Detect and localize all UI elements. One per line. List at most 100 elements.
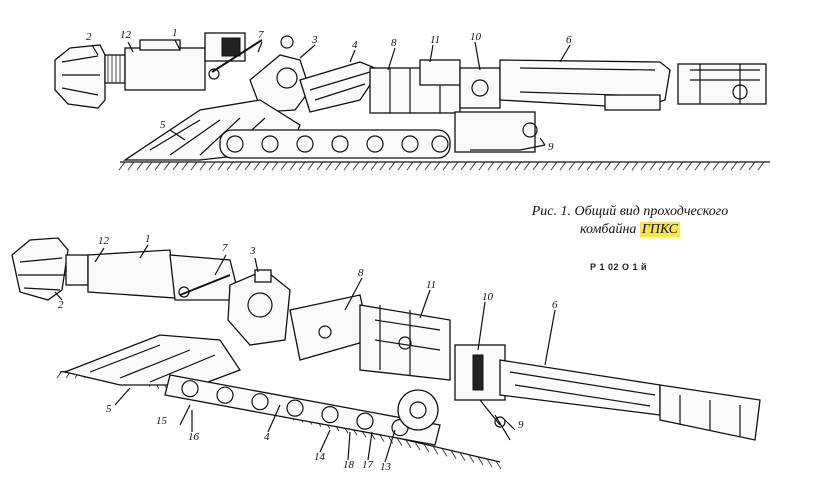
ground-hatch-stroke: [334, 161, 342, 171]
ground-hatch-stroke: [253, 161, 261, 171]
ground-hatch-stroke: [181, 161, 189, 171]
ground-hatch-stroke: [703, 161, 711, 171]
bottom-pump-cylinder: [472, 354, 484, 391]
ground-hatch-stroke: [388, 161, 396, 171]
ground-hatch-stroke: [298, 161, 306, 171]
top-motor-cap: [221, 37, 241, 57]
ground-hatch-stroke: [307, 161, 315, 171]
ground-hatch-stroke: [586, 161, 594, 171]
top-ground-hatch: [118, 161, 765, 171]
bottom-track-wheels: [181, 380, 409, 437]
track-wheel: [226, 135, 244, 153]
top-label-8: 8: [391, 37, 397, 49]
ground-hatch-stroke: [478, 161, 486, 171]
ground-hatch-stroke: [280, 161, 288, 171]
ground-hatch-stroke: [441, 448, 448, 457]
ground-hatch-stroke: [694, 161, 702, 171]
caption-highlight: ГПКС: [639, 222, 680, 237]
top-pivot-a: [208, 68, 220, 80]
ground-hatch-stroke: [432, 446, 439, 455]
top-boom: [124, 47, 206, 91]
top-cylinder-7: [211, 39, 263, 73]
ground-hatch-stroke: [486, 458, 493, 468]
top-machine-view: 2 12 1 7 3 4 8 11 10 6 5 9: [54, 27, 770, 171]
ground-hatch-stroke: [450, 450, 457, 459]
track-wheel: [321, 406, 339, 424]
caption-line-1: Рис. 1. Общий вид проходческого: [531, 204, 729, 219]
top-scraper-conveyor: [299, 61, 381, 113]
ground-hatch-stroke: [379, 161, 387, 171]
bottom-scraper-wheel: [318, 325, 332, 339]
bottom-ramp-lines: [89, 344, 216, 383]
track-wheel: [216, 386, 234, 404]
ground-hatch-stroke: [396, 437, 403, 447]
top-boom-motor: [139, 39, 181, 51]
top-crawler-track: [219, 129, 451, 159]
track-wheel: [296, 135, 314, 153]
bottom-rear-pivot: [494, 416, 506, 428]
ground-hatch-stroke: [622, 161, 630, 171]
ground-hatch-stroke: [244, 161, 252, 171]
ground-hatch-stroke: [468, 454, 475, 463]
ground-hatch-stroke: [172, 161, 180, 171]
top-label-4: 4: [352, 39, 358, 51]
bottom-label-4: 4: [264, 431, 270, 443]
caption-line-2: комбайна ГПКС: [505, 221, 755, 239]
bottom-label-18: 18: [343, 459, 355, 471]
ground-hatch-stroke: [739, 161, 747, 171]
top-turntable-pivot: [276, 67, 298, 89]
bottom-belt-conveyor: [499, 359, 661, 416]
track-wheel: [261, 135, 279, 153]
top-label-12: 12: [120, 29, 132, 41]
ground-hatch-stroke: [748, 161, 756, 171]
bottom-label-6: 6: [552, 299, 558, 311]
bottom-label-15: 15: [156, 415, 168, 427]
bottom-belt-lines: [509, 371, 656, 407]
ground-hatch-stroke: [451, 161, 459, 171]
ground-hatch-stroke: [154, 161, 162, 171]
ground-hatch-stroke: [199, 161, 207, 171]
bottom-label-16: 16: [188, 431, 200, 443]
bottom-label-13: 13: [380, 461, 392, 473]
top-label-10: 10: [470, 31, 482, 43]
bottom-label-7: 7: [222, 242, 228, 254]
ground-hatch-stroke: [550, 161, 558, 171]
bottom-label-9: 9: [518, 419, 524, 431]
top-control-box: [419, 59, 461, 86]
ground-hatch-stroke: [433, 161, 441, 171]
ground-hatch-stroke: [505, 161, 513, 171]
top-ramp-lines: [149, 117, 266, 156]
ground-hatch-stroke: [757, 161, 765, 171]
ground-hatch-stroke: [343, 161, 351, 171]
ground-hatch-stroke: [163, 161, 171, 171]
ground-hatch-stroke: [460, 161, 468, 171]
ground-hatch-stroke: [595, 161, 603, 171]
ground-hatch-stroke: [145, 161, 153, 171]
bottom-pivot-a: [178, 286, 190, 298]
ground-hatch-stroke: [136, 161, 144, 171]
top-pump-unit: [459, 67, 501, 109]
ground-hatch-stroke: [496, 161, 504, 171]
bottom-boom: [87, 249, 176, 299]
ground-hatch-stroke: [352, 161, 360, 171]
track-wheel: [401, 135, 419, 153]
ground-hatch-stroke: [676, 161, 684, 171]
top-label-7: 7: [258, 29, 264, 41]
bottom-head-bracket: [65, 254, 89, 286]
bottom-cylinder-7: [179, 274, 231, 296]
ground-hatch-stroke: [316, 161, 324, 171]
ground-hatch-stroke: [667, 161, 675, 171]
bottom-label-17: 17: [362, 459, 374, 471]
track-wheel: [181, 380, 199, 398]
track-wheel: [356, 412, 374, 430]
bottom-rear-legs: [479, 399, 511, 441]
ground-hatch-stroke: [406, 161, 414, 171]
top-label-2: 2: [86, 31, 92, 43]
ground-hatch-stroke: [405, 439, 412, 449]
bottom-label-2: 2: [58, 299, 64, 311]
ground-hatch-stroke: [271, 161, 279, 171]
ground-hatch-stroke: [325, 161, 333, 171]
